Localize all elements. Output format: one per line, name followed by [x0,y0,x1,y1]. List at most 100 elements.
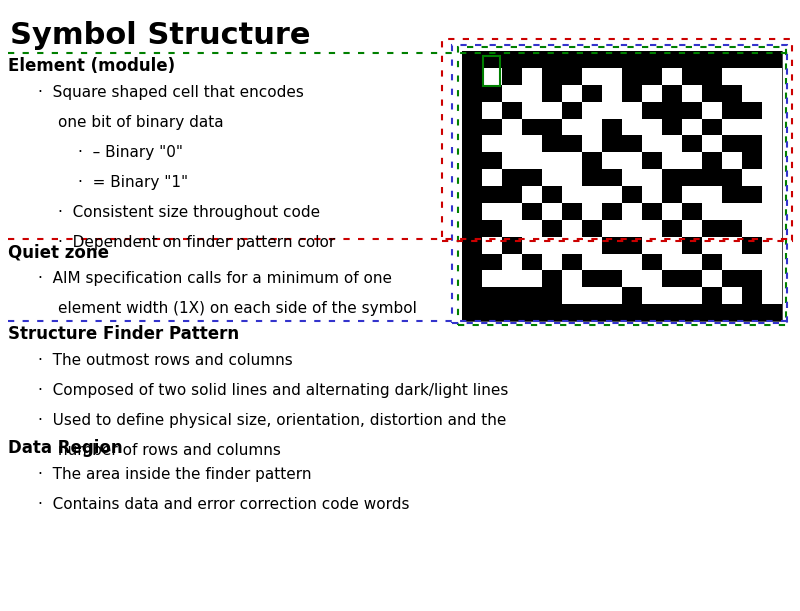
Bar [622,68,642,85]
Bar [482,101,502,119]
Bar [482,203,502,220]
Bar [462,220,482,236]
Bar [662,68,682,85]
Bar [662,287,682,304]
Bar [742,136,762,152]
Bar [482,304,502,321]
Bar [702,304,722,321]
Bar [742,271,762,287]
Bar [742,304,762,321]
Bar [622,169,642,186]
Text: ·  Square shaped cell that encodes: · Square shaped cell that encodes [38,85,304,100]
Bar [702,136,722,152]
Bar [502,119,522,136]
Bar [762,236,782,254]
Bar [682,254,702,271]
Bar [642,304,662,321]
Text: one bit of binary data: one bit of binary data [58,115,224,130]
Bar [482,186,502,203]
Bar [542,254,562,271]
Bar [742,152,762,169]
Bar [622,304,642,321]
Bar [762,136,782,152]
Bar [682,203,702,220]
Bar [722,186,742,203]
Bar [482,220,502,236]
Bar [602,119,622,136]
Bar [762,220,782,236]
Bar [582,304,602,321]
Bar [622,85,642,101]
Bar [502,304,522,321]
Bar [602,304,622,321]
Bar [622,203,642,220]
Bar [582,136,602,152]
Bar [502,51,522,68]
Text: Quiet zone: Quiet zone [8,243,109,261]
Bar [582,169,602,186]
Bar [582,271,602,287]
Bar [742,51,762,68]
Bar [602,51,622,68]
Bar [702,220,722,236]
Bar [562,203,582,220]
Bar [562,119,582,136]
Bar [502,85,522,101]
Text: number of rows and columns: number of rows and columns [58,443,281,458]
Bar [622,51,642,68]
Bar [602,271,622,287]
Bar [682,287,702,304]
Bar [582,119,602,136]
Bar [562,101,582,119]
Text: Structure Finder Pattern: Structure Finder Pattern [8,325,239,343]
Bar [502,186,522,203]
Bar [502,68,522,85]
Bar [622,119,642,136]
Bar [562,304,582,321]
Bar [622,152,642,169]
Bar [562,152,582,169]
Bar [452,45,787,323]
Bar [742,254,762,271]
Bar [722,68,742,85]
Bar [702,271,722,287]
Bar [462,236,482,254]
Bar [602,68,622,85]
Bar [542,236,562,254]
Bar [602,136,622,152]
Text: ·  AIM specification calls for a minimum of one: · AIM specification calls for a minimum … [38,271,392,286]
Bar [542,85,562,101]
Bar [542,119,562,136]
Bar [682,186,702,203]
Bar [622,254,642,271]
Bar [542,169,562,186]
Bar [582,287,602,304]
Bar [542,203,562,220]
Bar [662,152,682,169]
Text: ·  = Binary "1": · = Binary "1" [78,175,188,190]
Bar [662,186,682,203]
Bar [462,152,482,169]
Bar [742,101,762,119]
Bar [742,68,762,85]
Bar [722,119,742,136]
Bar [682,85,702,101]
Bar [502,254,522,271]
Bar [582,68,602,85]
Bar [742,203,762,220]
Text: ·  The outmost rows and columns: · The outmost rows and columns [38,353,293,368]
Bar [642,169,662,186]
Bar [462,85,482,101]
Bar [622,271,642,287]
Bar [702,152,722,169]
Bar [702,85,722,101]
Bar [662,169,682,186]
Bar [458,47,786,325]
Bar [722,287,742,304]
Text: element width (1X) on each side of the symbol: element width (1X) on each side of the s… [58,301,417,316]
Bar [642,287,662,304]
Bar [482,169,502,186]
Bar [482,287,502,304]
Bar [482,85,502,101]
Bar [582,254,602,271]
